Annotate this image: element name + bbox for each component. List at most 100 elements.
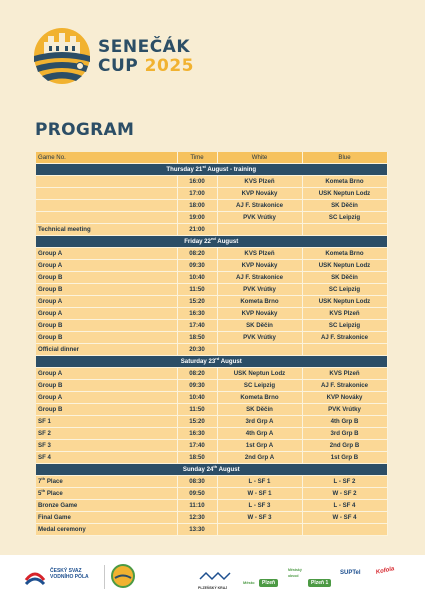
cell-time: 08:20	[177, 247, 218, 260]
cell-game: SF 4	[36, 451, 178, 464]
cell-white-team: L - SF 1	[217, 475, 303, 488]
cell-blue-team: L - SF 2	[302, 475, 388, 488]
cell-game: Final Game	[36, 511, 178, 524]
table-row: Group B 17:40 SK Děčín SC Leipzig	[36, 319, 388, 332]
cell-blue-team: KVS Plzeň	[302, 307, 388, 320]
cell-blue-team: SC Leipzig	[302, 319, 388, 332]
table-row: Official dinner 20:30	[36, 343, 388, 356]
table-row: Group A 16:30 KVP Nováky KVS Plzeň	[36, 307, 388, 320]
cell-game: SF 2	[36, 427, 178, 440]
cell-time: 09:30	[177, 259, 218, 272]
cell-blue-team: 2nd Grp B	[302, 439, 388, 452]
cell-white-team: W - SF 1	[217, 487, 303, 500]
cell-white-team	[217, 523, 303, 536]
header-time: Time	[177, 152, 218, 164]
cell-game: Group A	[36, 367, 178, 380]
cell-time: 18:50	[177, 331, 218, 344]
kraj-text: PLZEŇSKÝ KRAJ	[198, 586, 228, 590]
cell-time: 10:40	[177, 271, 218, 284]
cell-game: 7th Place	[36, 475, 178, 488]
table-row: Group A 15:20 Kometa Brno USK Neptun Lodz	[36, 295, 388, 308]
cell-white-team: PVK Vrútky	[217, 331, 303, 344]
cell-game: Group A	[36, 247, 178, 260]
cell-time: 20:30	[177, 343, 218, 356]
cell-white-team: 2nd Grp A	[217, 451, 303, 464]
cell-game: Group B	[36, 271, 178, 284]
cell-game: SF 1	[36, 415, 178, 428]
cell-white-team: PVK Vrútky	[217, 283, 303, 296]
cell-time: 16:30	[177, 427, 218, 440]
cell-blue-team: W - SF 4	[302, 511, 388, 524]
table-row: SF 3 17:40 1st Grp A 2nd Grp B	[36, 439, 388, 452]
cell-game: Medal ceremony	[36, 523, 178, 536]
table-row: Technical meeting 21:00	[36, 223, 388, 236]
cell-blue-team: SK Děčín	[302, 271, 388, 284]
cell-time: 08:20	[177, 367, 218, 380]
kraj-logo: PLZEŇSKÝ KRAJ	[198, 568, 232, 592]
logo: SENEČÁK CUP 2025	[32, 26, 232, 86]
cell-time: 18:50	[177, 451, 218, 464]
cell-blue-team: 3rd Grp B	[302, 427, 388, 440]
header-blue: Blue	[302, 152, 388, 164]
day-header: Saturday 23rd August	[36, 355, 388, 368]
plzen-city-logo: Město Plzeň	[243, 571, 279, 589]
cell-time: 17:40	[177, 439, 218, 452]
footer: ČESKÝ SVAZ VODNÍHO PÓLA PLZEŇSKÝ KRAJ Mě…	[0, 555, 425, 600]
cell-time: 09:30	[177, 379, 218, 392]
cell-time: 08:30	[177, 475, 218, 488]
cell-white-team: PVK Vrútky	[217, 211, 303, 224]
cell-white-team: AJ F. Strakonice	[217, 271, 303, 284]
cell-blue-team: PVK Vrútky	[302, 403, 388, 416]
cell-white-team: KVP Nováky	[217, 307, 303, 320]
cell-time: 15:20	[177, 295, 218, 308]
table-row: SF 2 16:30 4th Grp A 3rd Grp B	[36, 427, 388, 440]
day-header-row: Sunday 24th August	[36, 463, 388, 476]
program-table: Game No. Time White Blue Thursday 21st A…	[36, 152, 388, 536]
table-header-row: Game No. Time White Blue	[36, 152, 388, 164]
table-row: Group B 11:50 PVK Vrútky SC Leipzig	[36, 283, 388, 296]
table-row: SF 4 18:50 2nd Grp A 1st Grp B	[36, 451, 388, 464]
cell-blue-team: AJ F. Strakonice	[302, 331, 388, 344]
cell-blue-team	[302, 523, 388, 536]
senecak-logo-icon	[34, 28, 90, 84]
table-row: Group A 08:20 USK Neptun Lodz KVS Plzeň	[36, 367, 388, 380]
cell-game: Group B	[36, 331, 178, 344]
day-header: Thursday 21st August - training	[36, 163, 388, 176]
cell-time: 09:50	[177, 487, 218, 500]
cell-time: 16:30	[177, 307, 218, 320]
cell-time: 10:40	[177, 391, 218, 404]
day-header-row: Friday 22nd August	[36, 235, 388, 248]
table-row: Group B 11:50 SK Děčín PVK Vrútky	[36, 403, 388, 416]
mestsky-obvod-text: Městský obvod	[288, 568, 302, 578]
logo-year: 2025	[144, 56, 194, 76]
cell-blue-team: SC Leipzig	[302, 283, 388, 296]
header-white: White	[217, 152, 303, 164]
svaz-line1: ČESKÝ SVAZ	[50, 568, 82, 574]
cell-time: 13:30	[177, 523, 218, 536]
cell-white-team: 3rd Grp A	[217, 415, 303, 428]
cell-game	[36, 199, 178, 212]
cell-blue-team: SC Leipzig	[302, 211, 388, 224]
cell-time: 17:00	[177, 187, 218, 200]
cell-game: Group A	[36, 307, 178, 320]
cell-time: 15:20	[177, 415, 218, 428]
header-game: Game No.	[36, 152, 178, 164]
cell-game: 5th Place	[36, 487, 178, 500]
cell-blue-team	[302, 223, 388, 236]
cell-game: Bronze Game	[36, 499, 178, 512]
cell-game: SF 3	[36, 439, 178, 452]
cell-white-team: Kometa Brno	[217, 295, 303, 308]
cell-blue-team: KVS Plzeň	[302, 367, 388, 380]
table-row: Group B 09:30 SC Leipzig AJ F. Strakonice	[36, 379, 388, 392]
mesto-text: Město	[243, 580, 255, 585]
cell-white-team: SK Děčín	[217, 319, 303, 332]
svaz-logo-icon	[24, 572, 46, 586]
cell-blue-team: USK Neptun Lodz	[302, 259, 388, 272]
cell-white-team: SC Leipzig	[217, 379, 303, 392]
cell-game: Official dinner	[36, 343, 178, 356]
cell-game	[36, 175, 178, 188]
table-row: Group B 18:50 PVK Vrútky AJ F. Strakonice	[36, 331, 388, 344]
cell-blue-team: KVP Nováky	[302, 391, 388, 404]
